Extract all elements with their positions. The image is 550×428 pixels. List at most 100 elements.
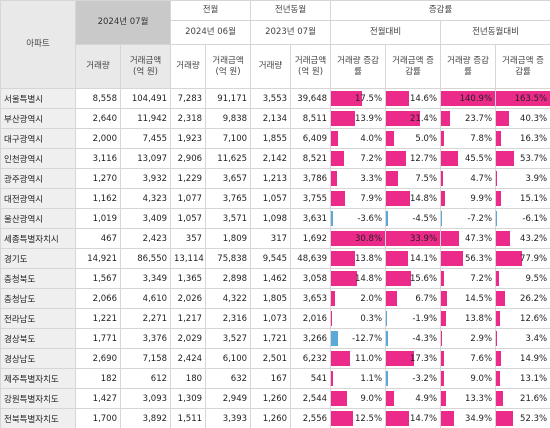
cell-text: 4.9% bbox=[415, 393, 438, 404]
cell-text: 53.7% bbox=[520, 153, 548, 164]
value-cell: 12.6% bbox=[495, 308, 550, 329]
cell-text: 1,073 bbox=[262, 313, 288, 324]
table-row: 대전광역시 1,162 4,323 1,077 3,765 1,057 3,755 7.9% 1… bbox=[0, 188, 550, 209]
table-row: 울산광역시 1,019 3,409 1,057 3,571 1,098 3,631 -3.6%… bbox=[0, 208, 550, 229]
cell-text: 1,771 bbox=[92, 333, 117, 344]
cell-text: 2,544 bbox=[302, 393, 328, 404]
cell-text: 2.0% bbox=[360, 293, 383, 304]
cell-text: 8,511 bbox=[302, 113, 328, 124]
value-cell: 77.9% bbox=[495, 248, 550, 269]
column-header: 거래량 bbox=[250, 44, 292, 89]
data-bar bbox=[441, 331, 443, 346]
data-bar bbox=[386, 251, 409, 266]
cell-text: 1,692 bbox=[302, 233, 328, 244]
cell-text: 1,365 bbox=[177, 273, 203, 284]
value-cell: 56.3% bbox=[440, 248, 497, 269]
cell-text: 12.5% bbox=[355, 413, 383, 424]
cell-text: 34.9% bbox=[465, 413, 493, 424]
cell-text: 1,805 bbox=[262, 293, 288, 304]
value-cell: 91,171 bbox=[205, 88, 252, 109]
value-cell: 467 bbox=[75, 228, 121, 249]
value-cell: 2,066 bbox=[75, 288, 121, 309]
column-header: 거래량 bbox=[75, 44, 121, 89]
data-bar bbox=[496, 371, 501, 386]
value-cell: 13,097 bbox=[119, 148, 172, 169]
cell-text: 경상남도 bbox=[4, 354, 36, 365]
data-bar bbox=[386, 391, 394, 406]
value-cell: 7.2% bbox=[330, 148, 387, 169]
value-cell: 6,232 bbox=[290, 348, 332, 369]
value-cell: 1,260 bbox=[250, 388, 292, 409]
value-cell: 2,949 bbox=[205, 388, 252, 409]
cell-text: 1,019 bbox=[92, 213, 117, 224]
value-cell: 11,625 bbox=[205, 148, 252, 169]
value-cell: 4.7% bbox=[440, 168, 497, 189]
data-bar bbox=[496, 271, 500, 286]
cell-text: 9.0% bbox=[360, 393, 383, 404]
value-cell: 2,026 bbox=[170, 288, 207, 309]
value-cell: 9,545 bbox=[250, 248, 292, 269]
cell-text: 12.7% bbox=[410, 153, 438, 164]
cell-text: 140.9% bbox=[459, 93, 493, 104]
cell-text: 1,427 bbox=[92, 393, 117, 404]
cell-text: 세종특별자치시 bbox=[4, 234, 59, 245]
data-bar bbox=[496, 411, 514, 426]
value-cell: 86,550 bbox=[119, 248, 172, 269]
value-cell: 13.3% bbox=[440, 388, 497, 409]
data-bar bbox=[386, 231, 440, 246]
cell-text: 21.6% bbox=[520, 393, 548, 404]
value-cell: 2,898 bbox=[205, 268, 252, 289]
value-cell: 3,527 bbox=[205, 328, 252, 349]
value-cell: 3,266 bbox=[290, 328, 332, 349]
value-cell: 1,221 bbox=[75, 308, 121, 329]
cell-text: 6,100 bbox=[222, 353, 248, 364]
cell-text: 40.3% bbox=[520, 113, 548, 124]
value-cell: 14.1% bbox=[385, 248, 442, 269]
value-cell: 45.5% bbox=[440, 148, 497, 169]
data-bar bbox=[496, 91, 550, 106]
value-cell: 163.5% bbox=[495, 88, 550, 109]
cell-text: 2,134 bbox=[262, 113, 288, 124]
cell-text: 3,093 bbox=[142, 393, 168, 404]
cell-text: 6,409 bbox=[302, 133, 328, 144]
cell-text: 7.2% bbox=[470, 273, 493, 284]
cell-text: 2,556 bbox=[302, 413, 328, 424]
region-cell: 전라남도 bbox=[0, 308, 76, 329]
value-cell: 52.3% bbox=[495, 408, 550, 428]
cell-text: 1,309 bbox=[177, 393, 203, 404]
cell-text: 7.9% bbox=[360, 193, 383, 204]
value-cell: 14.5% bbox=[440, 288, 497, 309]
value-cell: -7.2% bbox=[440, 208, 497, 229]
cell-text: 43.2% bbox=[520, 233, 548, 244]
cell-text: 3,527 bbox=[222, 333, 248, 344]
value-cell: 1,855 bbox=[250, 128, 292, 149]
column-header-row: 거래량 거래금액 (억 원) 거래량 거래금액 (억 원) 거래량 거래금액 (억 원) 거… bbox=[1, 44, 550, 89]
value-cell: 4,610 bbox=[119, 288, 172, 309]
cell-text: 3,653 bbox=[302, 293, 328, 304]
last-year-month-header: 2023년 07월 bbox=[250, 20, 332, 45]
cell-text: 4,322 bbox=[222, 293, 248, 304]
value-cell: 7.2% bbox=[440, 268, 497, 289]
value-cell: 1,077 bbox=[170, 188, 207, 209]
value-cell: 12.7% bbox=[385, 148, 442, 169]
value-cell: 3.4% bbox=[495, 328, 550, 349]
data-bar bbox=[331, 411, 353, 426]
value-cell: 13,114 bbox=[170, 248, 207, 269]
value-cell: 47.3% bbox=[440, 228, 497, 249]
cell-text: 충청북도 bbox=[4, 274, 36, 285]
table-row: 경상북도 1,771 3,376 2,029 3,527 1,721 3,266 -12.7%… bbox=[0, 328, 550, 349]
cell-text: -3.2% bbox=[412, 373, 438, 384]
region-cell: 광주광역시 bbox=[0, 168, 76, 189]
cell-text: 9.9% bbox=[470, 193, 493, 204]
value-cell: 541 bbox=[290, 368, 332, 389]
value-cell: 9.0% bbox=[440, 368, 497, 389]
value-cell: -1.9% bbox=[385, 308, 442, 329]
region-cell: 인천광역시 bbox=[0, 148, 76, 169]
value-cell: -4.3% bbox=[385, 328, 442, 349]
value-cell: 4.9% bbox=[385, 388, 442, 409]
cell-text: 4.0% bbox=[360, 133, 383, 144]
value-cell: 2,544 bbox=[290, 388, 332, 409]
data-bar bbox=[496, 191, 502, 206]
cell-text: -6.1% bbox=[522, 213, 548, 224]
